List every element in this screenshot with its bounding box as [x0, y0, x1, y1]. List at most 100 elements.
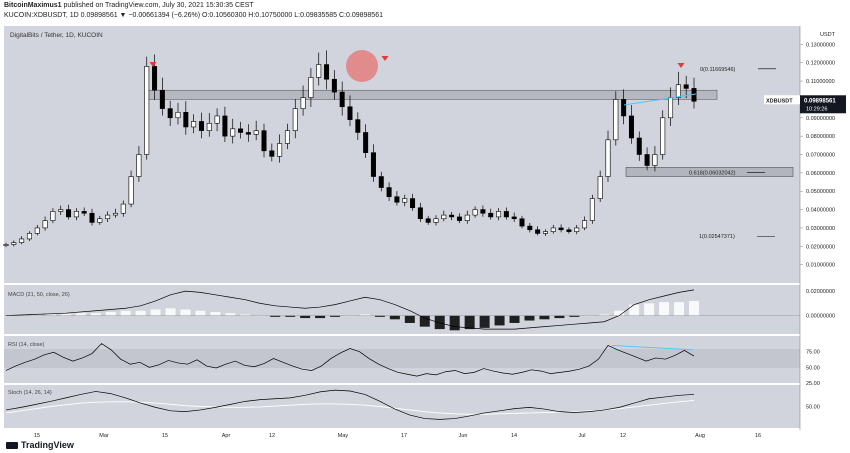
- rsi-band: [4, 349, 800, 368]
- macd-histogram-bar: [315, 315, 326, 319]
- price-tick-label: 0.11000000: [806, 79, 835, 85]
- candle-body: [660, 117, 666, 155]
- stoch-pane-bg: [4, 385, 800, 428]
- rsi-tick-label: 50.00: [806, 365, 820, 371]
- chart-title: DigitalBits / Tether, 1D, KUCOIN: [10, 32, 103, 39]
- rsi-tick-label: 25.00: [806, 381, 820, 387]
- candle-body: [597, 176, 603, 199]
- macd-histogram-bar: [554, 315, 565, 319]
- candle-body: [284, 130, 290, 144]
- time-tick-label: 12: [269, 433, 275, 439]
- price-badge-value: 0.09898561: [804, 98, 836, 104]
- candle-body: [253, 130, 259, 135]
- price-badge-countdown: 10:29:26: [806, 106, 827, 112]
- candle-body: [66, 209, 72, 218]
- candle-body: [355, 119, 361, 133]
- candle-body: [621, 99, 627, 117]
- candle-body: [511, 216, 517, 220]
- candle-body: [324, 64, 330, 80]
- macd-histogram-bar: [494, 315, 505, 326]
- time-tick-label: 15: [162, 433, 168, 439]
- candle-body: [183, 111, 189, 128]
- candle-body: [675, 84, 681, 98]
- candle-body: [11, 242, 17, 245]
- macd-histogram-bar: [150, 309, 161, 316]
- tradingview-logo[interactable]: TradingView: [6, 440, 74, 450]
- macd-histogram-bar: [75, 313, 86, 316]
- candle-body: [683, 84, 689, 89]
- price-tick-label: 0.01000000: [806, 263, 835, 269]
- candle-body: [97, 218, 103, 223]
- rsi-trendline: [611, 344, 694, 351]
- symbol-badge-label: XDBUSDT: [766, 98, 793, 104]
- time-tick-label: Mar: [99, 433, 109, 439]
- candle-body: [433, 218, 439, 223]
- macd-histogram-bar: [614, 310, 625, 316]
- macd-histogram-bar: [45, 314, 56, 316]
- time-tick-label: Aug: [695, 433, 705, 439]
- macd-histogram-bar: [509, 315, 520, 323]
- macd-histogram-bar: [419, 315, 430, 327]
- candle-body: [652, 154, 658, 166]
- macd-histogram-bar: [195, 310, 206, 316]
- candle-body: [300, 97, 306, 109]
- candle-body: [519, 218, 525, 227]
- candle-body: [222, 115, 228, 137]
- time-tick-label: Jul: [578, 433, 585, 439]
- macd-histogram-bar: [674, 302, 685, 316]
- candle-body: [378, 176, 384, 188]
- candle-body: [410, 198, 416, 209]
- candle-body: [472, 209, 478, 216]
- candle-body: [347, 106, 353, 120]
- resistance-zone: [145, 89, 718, 100]
- candle-body: [159, 89, 165, 109]
- candle-body: [566, 229, 572, 232]
- candle-body: [402, 198, 408, 203]
- candle-body: [292, 108, 298, 131]
- candle-body: [214, 115, 220, 124]
- macd-histogram-bar: [240, 314, 251, 316]
- candle-body: [128, 176, 134, 205]
- candle-body: [636, 137, 642, 155]
- macd-histogram-bar: [584, 315, 595, 317]
- candle-body: [112, 212, 118, 216]
- candle-body: [167, 108, 173, 119]
- macd-histogram-bar: [105, 311, 116, 316]
- macd-histogram-bar: [404, 315, 415, 323]
- candle-body: [574, 227, 580, 232]
- support-zone: [625, 167, 794, 177]
- candle-body: [589, 198, 595, 221]
- candle-body: [542, 231, 548, 234]
- candle-body: [191, 121, 197, 128]
- candle-body: [496, 211, 502, 218]
- publisher-name[interactable]: BitcoinMaximus1: [4, 2, 62, 9]
- macd-histogram-bar: [90, 313, 101, 316]
- candle-body: [644, 154, 650, 166]
- candle-body: [316, 64, 322, 78]
- price-tick-label: 0.03000000: [806, 226, 835, 232]
- macd-line: [5, 289, 695, 330]
- candle-body: [238, 128, 244, 133]
- candle-body: [394, 196, 400, 203]
- candle-body: [308, 77, 314, 98]
- macd-histogram-bar: [464, 315, 475, 330]
- candle-body: [136, 154, 142, 177]
- macd-histogram-bar: [539, 315, 550, 320]
- macd-histogram-bar: [1, 315, 11, 317]
- top-arrow-marker: [677, 63, 685, 68]
- candle-body: [261, 130, 267, 152]
- macd-histogram-bar: [255, 315, 266, 317]
- candle-body: [245, 132, 251, 135]
- symbol-badge-bg: [764, 95, 800, 105]
- macd-histogram-bar: [30, 314, 41, 316]
- stoch-label: Stoch (14, 26, 14): [8, 390, 52, 396]
- macd-tick-label: 0.00000000: [806, 314, 835, 320]
- price-trendline: [623, 93, 697, 106]
- macd-histogram-bar: [449, 315, 460, 331]
- stoch-signal-line: [5, 400, 695, 415]
- candle-body: [605, 139, 611, 177]
- candle-body: [269, 150, 275, 157]
- candle-body: [668, 97, 674, 119]
- time-axis-bg: [4, 430, 800, 440]
